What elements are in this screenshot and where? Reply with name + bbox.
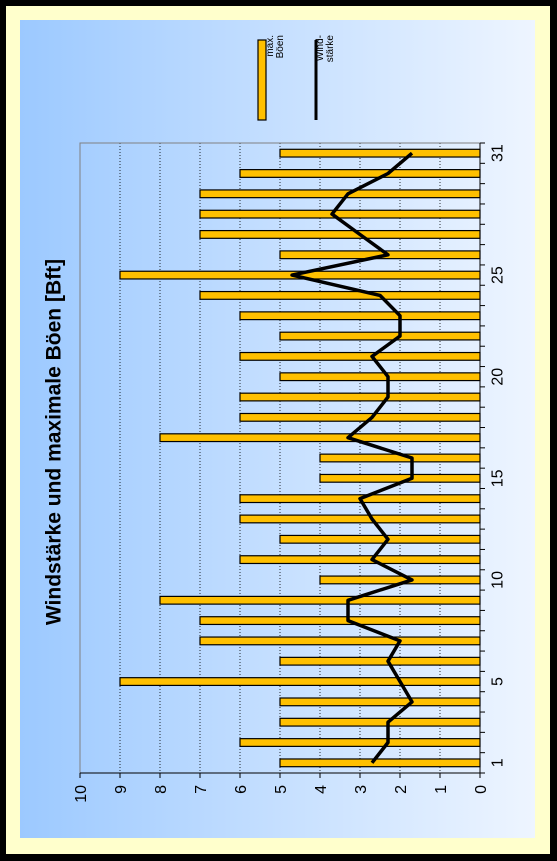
bar-day-21 — [239, 351, 481, 361]
bar-day-1 — [279, 758, 481, 768]
bar-day-11 — [239, 555, 481, 565]
value-tick-label-6: 6 — [233, 785, 250, 794]
value-tick-label-2: 2 — [393, 785, 410, 794]
value-tick-label-3: 3 — [353, 785, 370, 794]
category-tick-label-1: 1 — [489, 758, 506, 767]
value-tick-label-9: 9 — [113, 785, 130, 794]
bar-day-24 — [199, 290, 481, 300]
category-tick-label-20: 20 — [489, 368, 506, 386]
bar-day-8 — [199, 616, 481, 626]
value-tick-label-7: 7 — [193, 785, 210, 794]
bar-day-3 — [279, 717, 481, 727]
category-tick-label-15: 15 — [489, 469, 506, 487]
category-tick-label-10: 10 — [489, 571, 506, 589]
bar-day-30 — [239, 169, 481, 178]
bar-day-2 — [239, 738, 481, 747]
bar-day-7 — [199, 636, 481, 646]
bar-day-5 — [119, 677, 481, 687]
bar-day-28 — [199, 209, 481, 219]
value-tick-label-8: 8 — [153, 785, 170, 794]
category-tick-label-25: 25 — [489, 266, 506, 284]
line-windstaerke — [290, 151, 414, 764]
bar-day-9 — [159, 595, 481, 605]
legend-line-label-line2: stärke — [325, 35, 336, 63]
bar-day-15 — [319, 473, 481, 483]
bar-day-22 — [279, 331, 481, 341]
value-tick-label-0: 0 — [473, 785, 490, 794]
bar-day-4 — [279, 697, 481, 707]
bar-day-20 — [279, 372, 481, 382]
value-tick-label-1: 1 — [433, 785, 450, 794]
bar-day-17 — [159, 433, 481, 443]
legend-line-label-line1: Wind- — [315, 35, 326, 61]
bar-day-29 — [199, 189, 481, 199]
category-tick-label-5: 5 — [489, 677, 506, 686]
value-tick-label-10: 10 — [73, 785, 90, 803]
bar-day-12 — [279, 534, 481, 544]
legend: max. Böen Wind- stärke — [257, 35, 336, 121]
bar-day-6 — [279, 656, 481, 666]
chart-title: Windstärke und maximale Böen [Bft] — [43, 259, 66, 625]
legend-bar-label-line2: Böen — [275, 35, 286, 58]
bar-day-13 — [239, 514, 481, 524]
value-tick-label-5: 5 — [273, 785, 290, 794]
bar-day-23 — [239, 311, 481, 321]
legend-bar-label-line1: max. — [265, 35, 276, 57]
legend-bar-swatch — [257, 39, 267, 121]
bar-day-27 — [199, 229, 481, 239]
bar-day-19 — [239, 392, 481, 402]
bar-day-31 — [279, 148, 481, 158]
value-tick-label-4: 4 — [313, 785, 330, 794]
category-tick-label-31: 31 — [489, 144, 506, 162]
bar-day-18 — [239, 412, 481, 422]
